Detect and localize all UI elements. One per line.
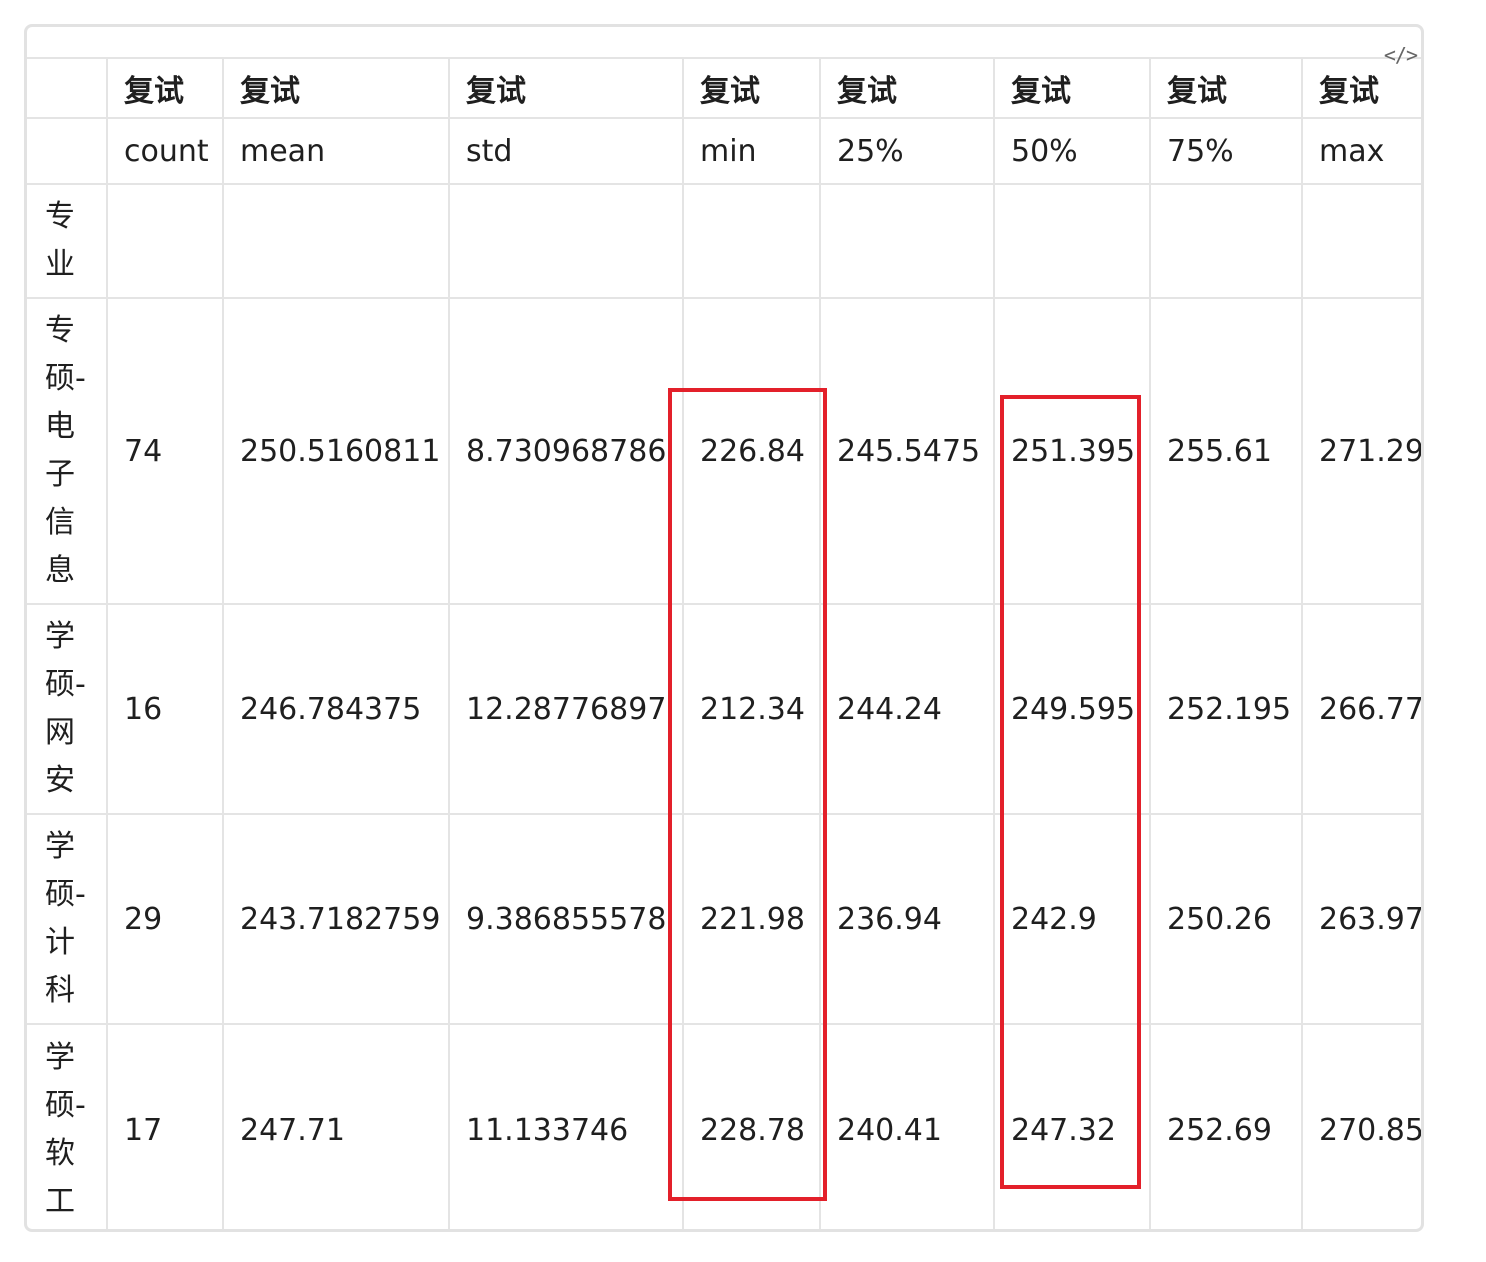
empty-cell xyxy=(993,183,1151,299)
p75-cell: 252.195 xyxy=(1149,603,1303,815)
index-name-cell: 专业 xyxy=(27,183,108,299)
row-label: 学硕-网安 xyxy=(45,619,86,798)
header-cell: 复试 xyxy=(819,57,995,119)
count-cell: 16 xyxy=(106,603,224,815)
table-row: 学硕-计科 29 243.7182759 9.386855578 221.98 … xyxy=(27,813,1421,1025)
p25-cell: 240.41 xyxy=(819,1023,995,1229)
mean-cell: 246.784375 xyxy=(222,603,450,815)
empty-cell xyxy=(682,183,821,299)
empty-cell xyxy=(222,183,450,299)
index-name-row: 专业 xyxy=(27,183,1421,299)
header-cell: 复试 xyxy=(1149,57,1303,119)
p75-cell: 252.69 xyxy=(1149,1023,1303,1229)
count-cell: 29 xyxy=(106,813,224,1025)
header-cell xyxy=(27,57,108,119)
empty-cell xyxy=(819,183,995,299)
p75-cell: 250.26 xyxy=(1149,813,1303,1025)
header-cell: max xyxy=(1301,117,1421,185)
row-label-cell: 学硕-计科 xyxy=(27,813,108,1025)
header-row-level1: 复试 复试 复试 复试 复试 复试 复试 复试 xyxy=(27,57,1421,119)
header-cell: std xyxy=(448,117,684,185)
p50-cell: 247.32 xyxy=(993,1023,1151,1229)
empty-cell xyxy=(1149,183,1303,299)
max-cell: 271.29 xyxy=(1301,297,1421,605)
row-label-cell: 学硕-网安 xyxy=(27,603,108,815)
header-cell: min xyxy=(682,117,821,185)
std-cell: 9.386855578 xyxy=(448,813,684,1025)
header-cell xyxy=(27,117,108,185)
std-cell: 12.28776897 xyxy=(448,603,684,815)
row-label-cell: 专硕-电子信息 xyxy=(27,297,108,605)
p50-cell: 242.9 xyxy=(993,813,1151,1025)
min-cell: 226.84 xyxy=(682,297,821,605)
p50-cell: 251.395 xyxy=(993,297,1151,605)
min-cell: 221.98 xyxy=(682,813,821,1025)
max-cell: 266.77 xyxy=(1301,603,1421,815)
header-cell: 复试 xyxy=(222,57,450,119)
empty-cell xyxy=(1301,183,1421,299)
count-cell: 74 xyxy=(106,297,224,605)
min-cell: 212.34 xyxy=(682,603,821,815)
max-cell: 270.85 xyxy=(1301,1023,1421,1229)
index-name-label: 专业 xyxy=(45,199,75,282)
mean-cell: 250.5160811 xyxy=(222,297,450,605)
header-cell: 复试 xyxy=(448,57,684,119)
header-cell: 25% xyxy=(819,117,995,185)
row-label-cell: 学硕-软工 xyxy=(27,1023,108,1229)
header-cell: 75% xyxy=(1149,117,1303,185)
table-row: 学硕-网安 16 246.784375 12.28776897 212.34 2… xyxy=(27,603,1421,815)
table-container: </> 复试 复试 复试 复试 复试 复试 复试 复试 count mean s… xyxy=(24,24,1424,1232)
mean-cell: 247.71 xyxy=(222,1023,450,1229)
std-cell: 8.730968786 xyxy=(448,297,684,605)
header-cell: mean xyxy=(222,117,450,185)
std-cell: 11.133746 xyxy=(448,1023,684,1229)
min-cell: 228.78 xyxy=(682,1023,821,1229)
p25-cell: 236.94 xyxy=(819,813,995,1025)
table-row: 专硕-电子信息 74 250.5160811 8.730968786 226.8… xyxy=(27,297,1421,605)
empty-cell xyxy=(448,183,684,299)
max-cell: 263.97 xyxy=(1301,813,1421,1025)
p50-cell: 249.595 xyxy=(993,603,1151,815)
header-cell: 复试 xyxy=(682,57,821,119)
table-row: 学硕-软工 17 247.71 11.133746 228.78 240.41 … xyxy=(27,1023,1421,1229)
p25-cell: 245.5475 xyxy=(819,297,995,605)
header-row-level2: count mean std min 25% 50% 75% max xyxy=(27,117,1421,185)
row-label: 专硕-电子信息 xyxy=(45,313,86,588)
count-cell: 17 xyxy=(106,1023,224,1229)
row-label: 学硕-计科 xyxy=(45,829,86,1008)
header-cell: 复试 xyxy=(106,57,224,119)
empty-cell xyxy=(106,183,224,299)
p75-cell: 255.61 xyxy=(1149,297,1303,605)
mean-cell: 243.7182759 xyxy=(222,813,450,1025)
p25-cell: 244.24 xyxy=(819,603,995,815)
row-label: 学硕-软工 xyxy=(45,1040,86,1219)
code-view-icon[interactable]: </> xyxy=(1383,43,1418,67)
header-cell: 50% xyxy=(993,117,1151,185)
statistics-table: 复试 复试 复试 复试 复试 复试 复试 复试 count mean std m… xyxy=(27,57,1421,1229)
header-cell: 复试 xyxy=(993,57,1151,119)
header-cell: 复试 xyxy=(1301,57,1421,119)
header-cell: count xyxy=(106,117,224,185)
